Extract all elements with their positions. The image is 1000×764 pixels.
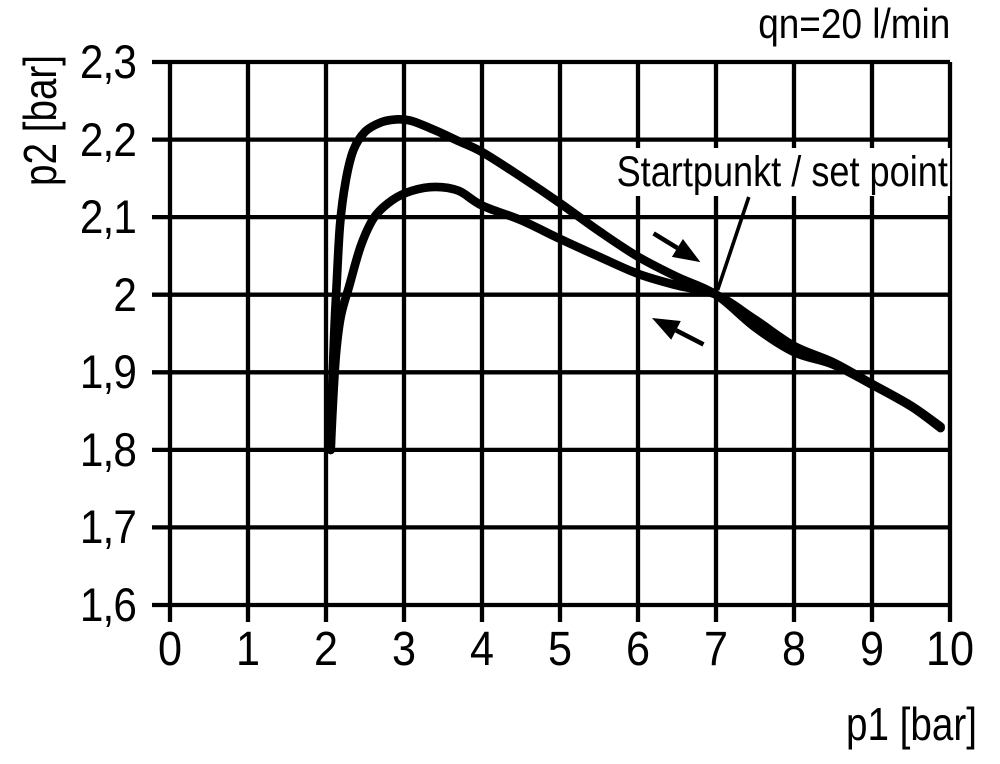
- arrow-decreasing-p1-head: [652, 318, 681, 340]
- y-tick-label: 2,3: [79, 35, 137, 88]
- y-tick-label: 2: [113, 267, 137, 321]
- x-tick-label: 8: [781, 623, 807, 676]
- x-tick-label: 7: [703, 623, 729, 676]
- set-point-pointer-line: [715, 196, 751, 291]
- flow-rate-label: qn=20 l/min: [757, 0, 950, 47]
- arrow-decreasing-p1-shaft: [674, 328, 705, 347]
- x-tick-label: 5: [547, 623, 573, 676]
- y-tick-label: 2,2: [79, 112, 137, 166]
- arrow-increasing-p1-head: [671, 239, 701, 263]
- x-tick-label: 10: [925, 623, 975, 676]
- arrow-increasing-p1-shaft: [652, 231, 679, 250]
- x-tick-label: 1: [235, 623, 261, 676]
- y-tick-label: 1,8: [79, 422, 137, 476]
- x-tick-label: 6: [625, 623, 651, 676]
- x-tick-label: 2: [313, 623, 339, 676]
- set-point-label: Startpunkt / set point: [613, 148, 950, 196]
- y-tick-label: 2,1: [79, 190, 137, 244]
- y-tick-label: 1,6: [79, 578, 137, 631]
- y-tick-label: 1,7: [79, 500, 137, 554]
- x-axis-title: p1 [bar]: [845, 698, 977, 750]
- x-tick-label: 0: [157, 623, 183, 676]
- curve-upper-curve: [326, 115, 945, 455]
- curve-lower-curve: [326, 182, 945, 455]
- x-tick-label: 3: [391, 623, 417, 676]
- x-tick-label: 9: [859, 623, 885, 676]
- y-tick-label: 1,9: [79, 345, 137, 399]
- x-tick-label: 4: [469, 623, 495, 676]
